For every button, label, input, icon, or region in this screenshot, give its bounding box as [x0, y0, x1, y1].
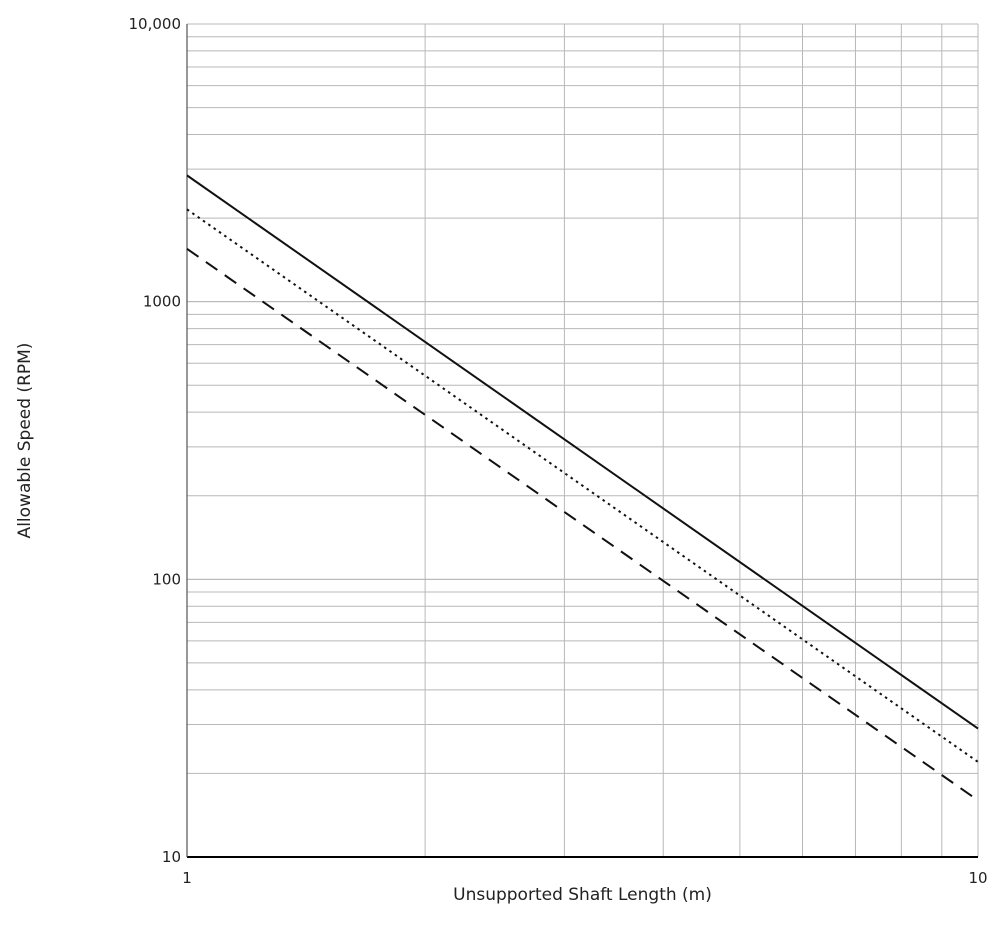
y-tick-label: 10 — [162, 848, 181, 866]
series-lines — [186, 174, 979, 802]
y-tick-label: 1000 — [143, 293, 181, 311]
y-tick-label: 10,000 — [129, 15, 182, 33]
grid — [186, 23, 979, 858]
series-line-dashed — [186, 247, 979, 802]
y-axis-title: Allowable Speed (RPM) — [15, 343, 35, 539]
x-axis-title: Unsupported Shaft Length (m) — [453, 885, 712, 905]
y-tick-label: 100 — [152, 570, 181, 588]
axes — [186, 24, 978, 858]
x-tick-label: 10 — [968, 869, 987, 887]
series-line-dotted — [186, 208, 979, 763]
series-line-solid — [186, 174, 979, 730]
x-tick-label: 1 — [182, 869, 192, 887]
